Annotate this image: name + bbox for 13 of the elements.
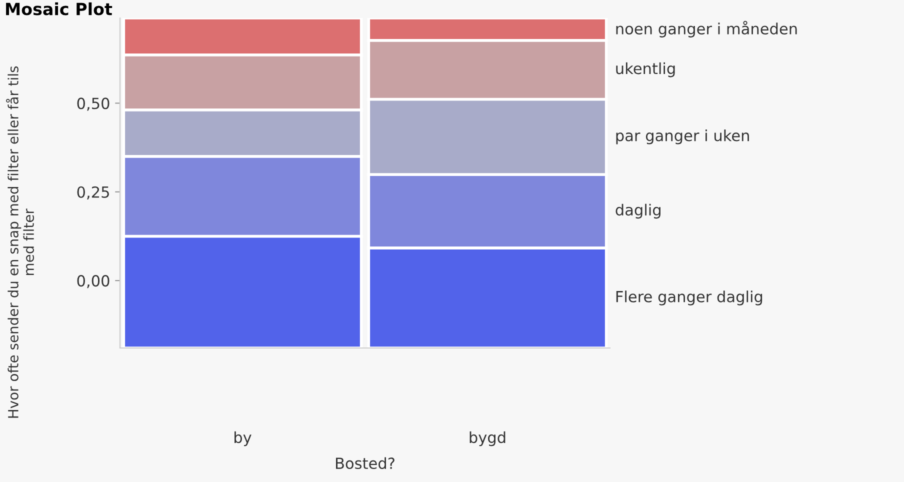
chart-title: Mosaic Plot (6, 2, 112, 16)
series-label: daglig (616, 204, 660, 219)
y-tick-label: 0,00 (77, 275, 110, 288)
y-tick-label: 0,25 (77, 186, 109, 200)
x-tick-label: by (234, 431, 252, 446)
y-axis-title: Hvor ofte sender du en snap med filter eller får tils med filter (6, 66, 34, 418)
y-tick-label: 0,50 (77, 98, 110, 111)
series-label: ukentlig (616, 62, 675, 78)
x-axis-title: Bosted? (336, 457, 394, 470)
series-label: noen ganger i måneden (616, 20, 797, 38)
series-label: par ganger i uken (616, 129, 749, 144)
series-label: Flere ganger daglig (616, 290, 762, 306)
x-tick-label: bygd (470, 431, 506, 446)
